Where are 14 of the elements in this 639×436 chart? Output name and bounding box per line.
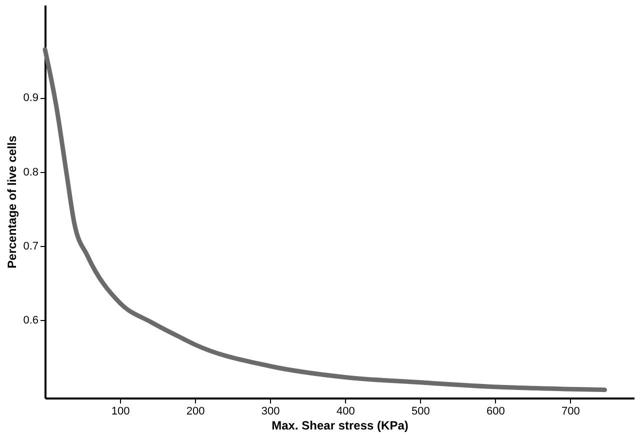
- x-tick-label: 400: [336, 406, 355, 418]
- x-tick-label: 300: [261, 406, 280, 418]
- x-tick-label: 100: [111, 406, 130, 418]
- x-tick-label: 700: [562, 406, 580, 418]
- y-tick-label: 0.7: [23, 240, 38, 252]
- line-series: [42, 47, 607, 392]
- y-tick-label: 0.6: [23, 314, 38, 327]
- y-tick-label: 0.8: [23, 166, 38, 178]
- y-axis-title: Percentage of live cells: [5, 135, 20, 268]
- x-axis-title: Max. Shear stress (KPa): [272, 418, 408, 432]
- x-tick-label: 500: [411, 406, 430, 418]
- y-tick-label: 0.9: [23, 92, 38, 104]
- x-tick-label: 600: [486, 406, 505, 418]
- x-tick-label: 200: [186, 406, 205, 418]
